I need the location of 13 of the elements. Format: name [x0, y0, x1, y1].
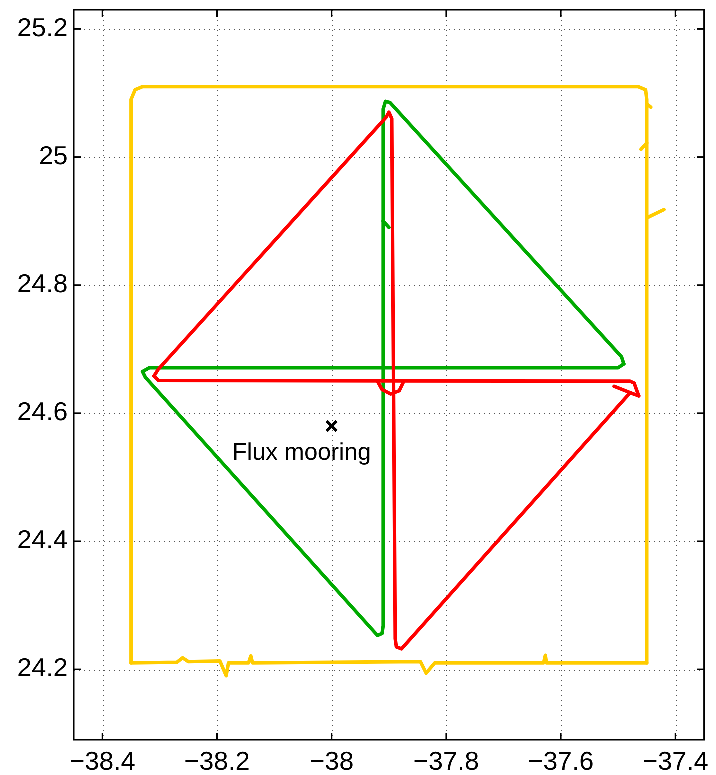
x-tick-label: −37.6 — [528, 746, 594, 775]
y-tick-label: 24.8 — [17, 268, 68, 299]
x-tick-label: −37.4 — [642, 746, 709, 775]
y-tick-label: 24.4 — [17, 524, 68, 555]
y-tick-label: 25.2 — [17, 12, 68, 42]
x-tick-label: −38 — [310, 746, 354, 775]
series-label: Flux mooring — [232, 438, 372, 466]
x-tick-label: −38.2 — [184, 746, 250, 775]
x-tick-label: −37.8 — [414, 746, 480, 775]
y-tick-label: 24.2 — [17, 652, 68, 683]
y-tick-label: 24.6 — [17, 396, 68, 427]
y-tick-label: 25 — [39, 140, 68, 170]
x-tick-label: −38.4 — [70, 746, 136, 775]
